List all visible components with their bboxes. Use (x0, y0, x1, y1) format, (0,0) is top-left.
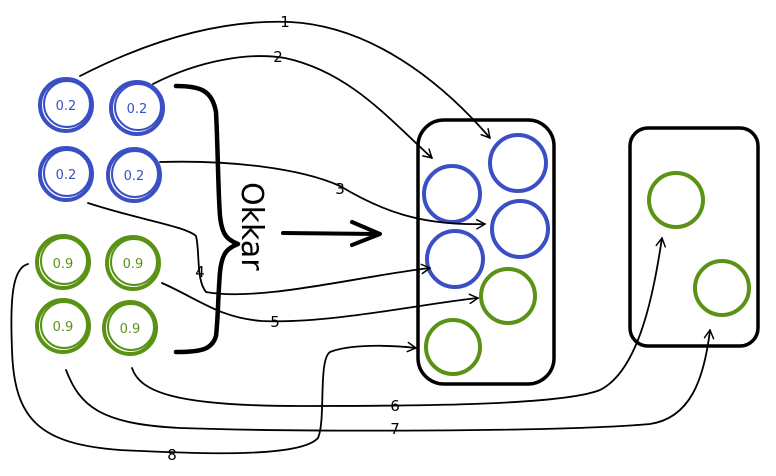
arrow-4 (87, 202, 431, 296)
node-green-2-label: 0.9 (123, 257, 144, 272)
node-green-1: 0.9 (35, 234, 91, 290)
middle-node-blue-1 (488, 133, 548, 193)
right-node-green-1 (647, 171, 705, 229)
node-green-4-label: 0.9 (120, 322, 141, 337)
arrow-2-label: 2 (273, 48, 283, 66)
middle-container (416, 118, 556, 386)
node-green-3: 0.9 (35, 298, 91, 354)
node-blue-1: 0.2 (38, 77, 94, 133)
arrow-1-label: 1 (280, 13, 290, 31)
arrow-2 (152, 55, 433, 159)
arrow-7 (65, 329, 715, 432)
right-container (628, 126, 760, 348)
arrow-8-label: 8 (167, 446, 177, 464)
node-blue-2-label: 0.2 (127, 102, 148, 117)
node-blue-3-label: 0.2 (56, 168, 77, 183)
arrow-3 (159, 160, 486, 230)
arrow-6 (131, 237, 667, 407)
node-blue-2: 0.2 (109, 80, 165, 136)
brace (173, 83, 241, 355)
arrow-5 (161, 282, 479, 323)
arrow-6-label: 6 (390, 397, 400, 415)
right-node-green-2 (693, 259, 751, 317)
node-green-4: 0.9 (102, 300, 158, 356)
node-blue-4: 0.2 (106, 147, 162, 203)
arrow-5-label: 5 (270, 313, 280, 331)
middle-node-green-2 (424, 318, 482, 376)
main-arrow (281, 231, 380, 236)
arrow-7-label: 7 (390, 420, 400, 438)
arrow-1 (79, 20, 491, 139)
node-blue-1-label: 0.2 (56, 99, 77, 114)
node-green-2: 0.9 (105, 235, 161, 291)
node-blue-3: 0.2 (38, 146, 94, 202)
middle-node-blue-4 (425, 229, 485, 289)
node-blue-4-label: 0.2 (124, 169, 145, 184)
main-arrow-head (350, 220, 382, 247)
arrow-3-label: 3 (335, 180, 345, 198)
arrow-8 (10, 263, 417, 455)
arrow-4-label: 4 (195, 263, 205, 281)
node-green-3-label: 0.9 (53, 320, 74, 335)
middle-node-blue-3 (490, 199, 550, 259)
brace-label: Okkar (234, 182, 269, 271)
node-green-1-label: 0.9 (53, 257, 74, 272)
middle-node-blue-2 (422, 164, 482, 224)
middle-node-green-1 (479, 267, 537, 325)
